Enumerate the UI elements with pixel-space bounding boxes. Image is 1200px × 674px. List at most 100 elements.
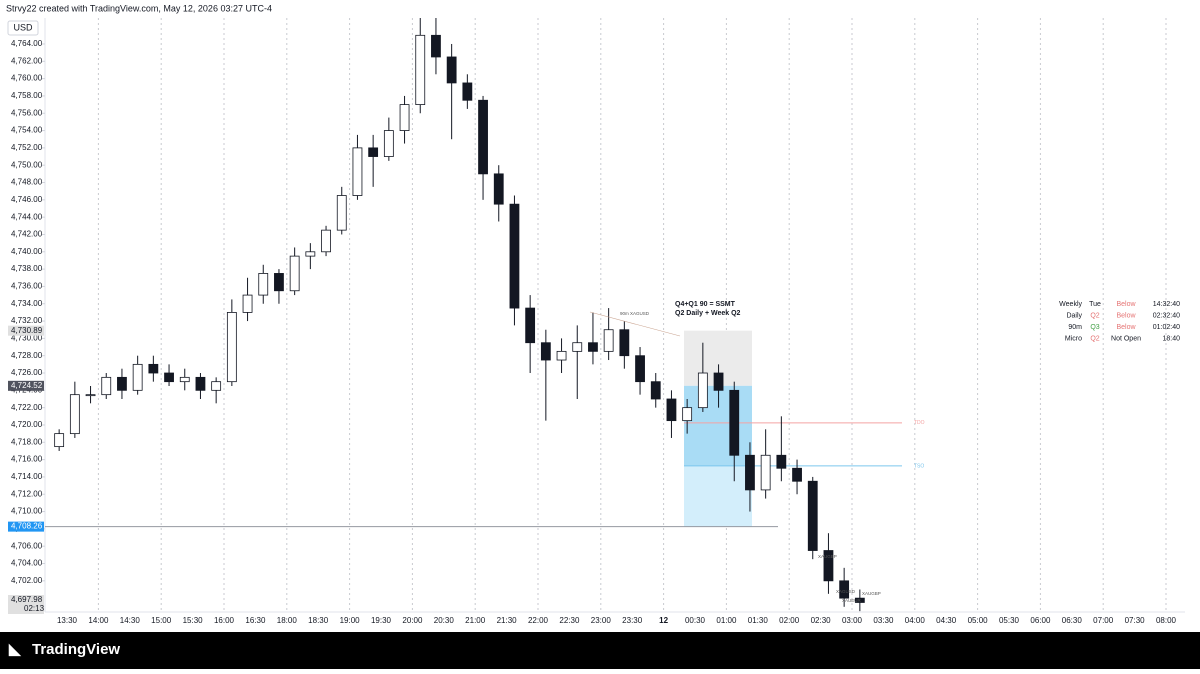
candle-body [807,480,818,551]
small-label: 90m XAGUSD [620,311,650,316]
table-cell: Q3 [1090,324,1099,331]
table-cell: 01:02:40 [1153,324,1180,331]
x-tick-label: 06:30 [1062,616,1083,625]
x-tick-label: 02:00 [779,616,800,625]
candle-body [321,229,331,253]
candle-body [148,363,159,374]
x-tick-label: 21:00 [465,616,486,625]
y-tick-label: 4,710.00 [11,507,43,516]
y-tick-label: 4,722.00 [11,403,43,412]
plot: 4,702.004,704.004,706.004,708.004,710.00… [8,18,1180,625]
candle-body [697,372,708,409]
candle-body [195,376,206,391]
candle-body [211,381,222,391]
x-tick-label: 16:30 [245,616,266,625]
level-label: TSO [914,463,924,469]
candle-body [462,82,473,101]
candle-body [289,255,300,292]
y-tick-label: 4,750.00 [11,160,43,169]
table-cell: Below [1116,324,1136,331]
candle-body [415,34,426,105]
x-tick-label: 01:30 [748,616,769,625]
y-tick-label: 4,738.00 [11,264,43,273]
zone-blue [684,385,752,466]
table-cell: Below [1116,301,1136,308]
x-tick-label: 22:30 [559,616,580,625]
table-cell: Below [1116,312,1136,319]
currency-box[interactable] [7,20,39,36]
y-tick-label: 4,744.00 [11,212,43,221]
y-tick-label: 4,734.00 [11,299,43,308]
y-tick-label: 4,714.00 [11,472,43,481]
y-tick-label: 4,712.00 [11,489,43,498]
candle-body [164,372,174,383]
candle-body [399,104,410,131]
y-tick-label: 4,728.00 [11,351,43,360]
candle-body [776,454,787,469]
zone-light-blue [684,465,752,527]
x-tick-label: 08:00 [1156,616,1177,625]
x-tick-label: 03:00 [842,616,863,625]
candle-body [336,195,347,231]
y-tick-label: 4,754.00 [11,126,43,135]
price-label: 4,724.52 [11,381,43,390]
x-tick-label: 14:30 [120,616,141,625]
x-tick-label: 18:30 [308,616,329,625]
footer-bar [0,632,1200,669]
x-tick-label: 20:00 [402,616,423,625]
x-tick-label: 13:30 [57,616,78,625]
table-cell: Q2 [1090,312,1099,319]
candle-body [493,173,504,205]
y-tick-label: 4,730.00 [11,333,43,342]
candle-body [540,342,551,361]
x-tick-label: 07:00 [1093,616,1114,625]
candle-body [431,34,441,58]
y-tick-label: 4,718.00 [11,437,43,446]
price-label-box [8,521,44,532]
annotation: Q2 Daily + Week Q2 [675,310,741,317]
x-tick-label: 07:30 [1125,616,1146,625]
candle-body [682,407,693,422]
y-tick-label: 4,756.00 [11,108,43,117]
table-cell: Q2 [1090,335,1099,342]
candle-body [101,376,112,396]
y-tick-label: 4,748.00 [11,178,43,187]
candle-body [729,389,740,456]
candle-body [635,355,645,383]
candle-body [572,342,583,352]
candle-body [274,273,284,292]
candle-body [823,550,834,582]
price-label: 4,730.89 [11,326,43,335]
candle-body [226,312,237,383]
candle-body [383,130,394,157]
x-tick-label: 14:00 [88,616,109,625]
x-tick-label: 23:30 [622,616,643,625]
table-cell: Weekly [1059,301,1082,308]
candle-body [525,307,536,344]
candle-body [760,454,771,491]
candle-body [588,342,598,352]
annotation: Q4+Q1 90 = SSMT [675,301,736,308]
table-cell: Micro [1065,335,1082,342]
x-tick-label: 15:30 [183,616,204,625]
footer-logo: TradingView [32,641,120,658]
x-tick-label: 22:00 [528,616,549,625]
x-tick-label: 21:30 [497,616,518,625]
y-tick-label: 4,702.00 [11,576,43,585]
y-tick-label: 4,706.00 [11,541,43,550]
candle-body [478,99,488,175]
candle-body [132,363,143,391]
x-tick-label: 03:30 [873,616,894,625]
y-tick-label: 4,732.00 [11,316,43,325]
currency[interactable]: USD [13,22,33,32]
y-tick-label: 4,704.00 [11,559,43,568]
small-label: XAUEUR [842,598,862,603]
candle-body [368,147,379,157]
candle-body [650,381,661,400]
candle-body [854,597,865,603]
table-cell: Daily [1066,312,1082,319]
price-label-box [8,380,44,391]
x-tick-label: 18:00 [277,616,298,625]
candle-body [839,580,850,599]
